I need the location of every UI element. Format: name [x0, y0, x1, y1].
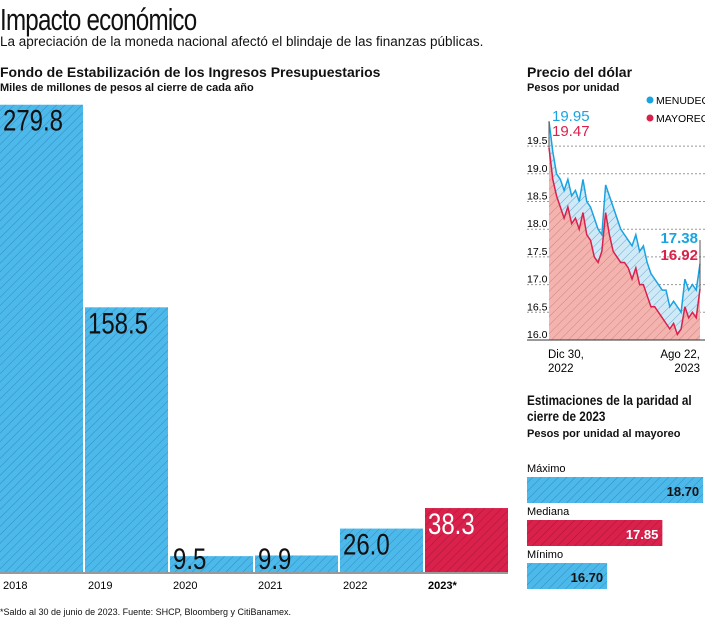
end-label-mayoreo: 16.92 — [660, 247, 698, 264]
x-tick-label: 2020 — [173, 580, 197, 592]
est-chart-title: Estimaciones de la paridad al cierre de … — [527, 392, 692, 424]
y-tick-label: 16.5 — [527, 301, 548, 313]
y-tick-label: 17.5 — [527, 246, 548, 258]
x-tick-label: 2023 — [674, 363, 700, 375]
start-label-menudeo: 19.95 — [552, 108, 590, 125]
est-bar-Mediana — [527, 520, 663, 546]
start-label-mayoreo: 19.47 — [552, 123, 590, 140]
y-tick-label: 16.0 — [527, 329, 548, 341]
est-value-label: 16.70 — [571, 570, 604, 585]
series-line-mayoreo — [548, 147, 701, 337]
page-subtitle: La apreciación de la moneda nacional afe… — [0, 34, 484, 49]
x-tick-label: 2023* — [428, 580, 457, 592]
x-tick-label: 2022 — [343, 580, 367, 592]
est-category-label: Máximo — [527, 463, 566, 475]
x-tick-label: 2022 — [548, 363, 574, 375]
bar-chart-title: Fondo de Estabilización de los Ingresos … — [0, 64, 381, 80]
bar-2021 — [255, 555, 338, 572]
y-tick-label: 19.0 — [527, 163, 548, 175]
legend-label: MENUDEO — [656, 95, 705, 107]
bar-value-label: 9.9 — [258, 541, 291, 575]
bar-2018 — [0, 104, 83, 572]
est-value-label: 17.85 — [626, 527, 659, 542]
bar-value-label: 279.8 — [3, 103, 63, 137]
line-chart-title: Precio del dólar — [527, 64, 633, 80]
mayoreo-area — [549, 147, 700, 340]
y-tick-label: 18.5 — [527, 191, 548, 203]
x-tick-label: Ago 22, — [660, 349, 700, 361]
est-category-label: Mediana — [527, 506, 570, 518]
page-title: Impacto económico — [0, 2, 197, 37]
series-line-menudeo — [548, 121, 701, 315]
bar-2023* — [425, 508, 508, 572]
bar-2022 — [340, 528, 423, 572]
est-value-label: 18.70 — [667, 484, 700, 499]
y-tick-label: 18.0 — [527, 218, 548, 230]
bar-value-label: 26.0 — [343, 527, 390, 561]
x-tick-label: 2018 — [3, 580, 27, 592]
est-chart-subtitle: Pesos por unidad al mayoreo — [527, 428, 681, 440]
x-tick-label: Dic 30, — [548, 349, 584, 361]
x-tick-label: 2021 — [258, 580, 282, 592]
legend-dot — [646, 96, 654, 104]
y-tick-label: 19.5 — [527, 135, 548, 147]
end-label-menudeo: 17.38 — [660, 230, 698, 247]
line-chart-subtitle: Pesos por unidad — [527, 82, 620, 94]
bar-2020 — [170, 556, 253, 572]
legend-dot — [646, 114, 654, 122]
bar-value-label: 38.3 — [428, 506, 475, 540]
y-tick-label: 17.0 — [527, 274, 548, 286]
bar-value-label: 158.5 — [88, 306, 148, 340]
bar-value-label: 9.5 — [173, 541, 206, 575]
est-category-label: Mínimo — [527, 549, 563, 561]
est-bar-Mínimo — [527, 563, 608, 589]
bar-2019 — [85, 307, 168, 572]
x-tick-label: 2019 — [88, 580, 112, 592]
est-bar-Máximo — [527, 477, 704, 503]
footnote: *Saldo al 30 de junio de 2023. Fuente: S… — [0, 607, 292, 617]
bar-chart-subtitle: Miles de millones de pesos al cierre de … — [0, 82, 254, 94]
legend-label: MAYOREO — [656, 113, 705, 125]
